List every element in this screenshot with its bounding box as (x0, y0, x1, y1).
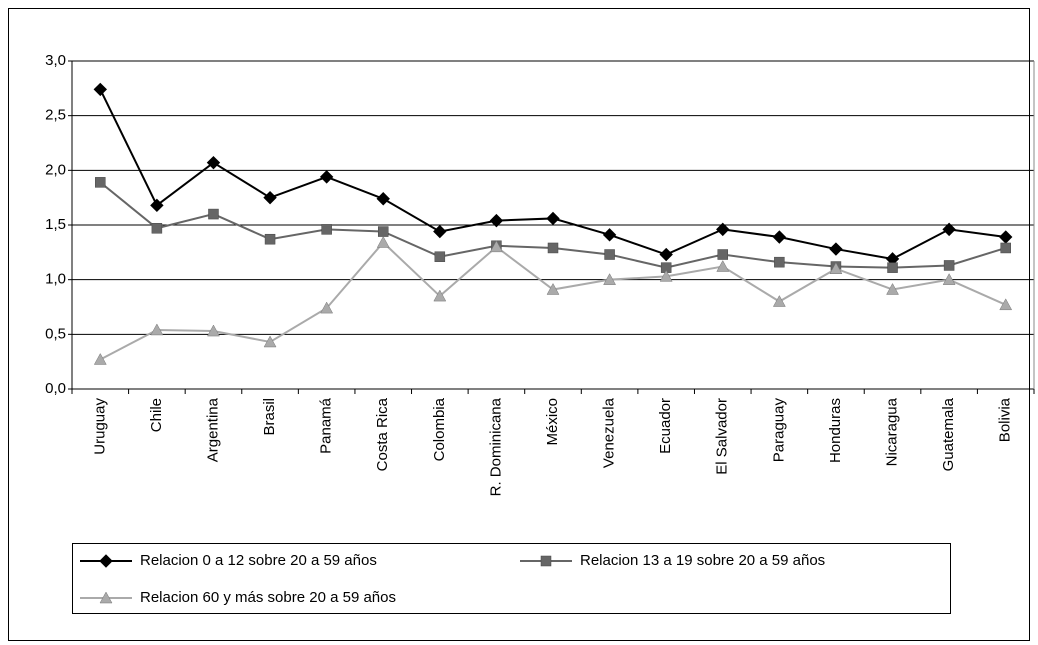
x-tick-label: Colombia (431, 397, 448, 461)
marker (603, 273, 617, 285)
marker (942, 273, 956, 285)
x-tick-label: R. Dominicana (487, 397, 504, 496)
marker (829, 242, 843, 256)
x-tick-label: El Salvador (714, 398, 731, 475)
marker (489, 240, 503, 253)
marker (772, 230, 787, 244)
y-tick-label: 1,0 (45, 271, 66, 288)
legend-label: Relacion 60 y más sobre 20 a 59 años (140, 589, 396, 606)
marker (716, 260, 730, 272)
marker (208, 208, 219, 220)
legend-label: Relacion 0 a 12 sobre 20 a 59 años (140, 552, 377, 569)
marker (377, 226, 389, 237)
marker (659, 269, 673, 282)
legend-marker (99, 591, 113, 604)
legend-label: Relacion 13 a 19 sobre 20 a 59 años (580, 552, 825, 569)
marker (886, 282, 899, 295)
marker (263, 335, 277, 348)
x-tick-label: Uruguay (91, 398, 108, 455)
x-tick-label: Nicaragua (883, 397, 900, 466)
y-tick-label: 0,0 (45, 380, 66, 397)
y-tick-label: 3,0 (45, 52, 66, 69)
x-tick-label: México (544, 398, 561, 446)
marker (150, 198, 164, 213)
x-tick-label: Paraguay (770, 398, 787, 463)
marker (602, 228, 617, 242)
marker (887, 262, 898, 273)
marker (774, 256, 785, 268)
marker (150, 323, 164, 336)
marker (1000, 242, 1011, 254)
x-tick-label: Brasil (261, 398, 278, 436)
marker (95, 177, 106, 188)
y-tick-label: 1,5 (45, 216, 66, 233)
marker (659, 247, 673, 262)
marker (547, 242, 559, 254)
marker (716, 222, 730, 237)
marker (434, 251, 446, 262)
series-line (99, 88, 1006, 260)
x-tick-label: Costa Rica (374, 397, 391, 471)
marker (717, 249, 729, 260)
marker (151, 223, 163, 234)
series-line (99, 241, 1007, 361)
marker (546, 211, 560, 226)
marker (264, 233, 276, 245)
legend-marker (99, 554, 113, 568)
marker (433, 224, 447, 239)
marker (376, 192, 390, 206)
x-tick-label: Panamá (318, 397, 335, 454)
x-tick-label: Honduras (827, 398, 844, 463)
x-tick-label: Ecuador (657, 398, 674, 454)
marker (942, 222, 956, 237)
marker (433, 289, 447, 302)
marker (546, 282, 560, 295)
marker (320, 301, 334, 314)
marker (999, 298, 1013, 311)
marker (207, 324, 220, 337)
marker (263, 190, 277, 205)
marker (943, 260, 955, 271)
marker (321, 224, 332, 235)
marker (772, 295, 786, 307)
x-tick-label: Venezuela (601, 397, 618, 468)
y-tick-label: 0,5 (45, 325, 66, 342)
legend-box (72, 543, 951, 614)
x-tick-label: Guatemala (940, 397, 957, 471)
marker (93, 82, 108, 97)
x-tick-label: Bolivia (997, 397, 1014, 442)
marker (489, 213, 504, 228)
legend-marker (540, 555, 552, 567)
marker (829, 262, 843, 274)
x-tick-label: Chile (148, 398, 165, 432)
marker (998, 230, 1013, 244)
marker (376, 235, 390, 248)
y-tick-label: 2,0 (45, 161, 66, 178)
x-tick-label: Argentina (204, 397, 221, 462)
chart-border (8, 8, 1030, 641)
y-tick-label: 2,5 (45, 107, 66, 124)
marker (604, 249, 615, 260)
marker (319, 170, 334, 184)
marker (206, 155, 221, 170)
marker (93, 352, 107, 365)
